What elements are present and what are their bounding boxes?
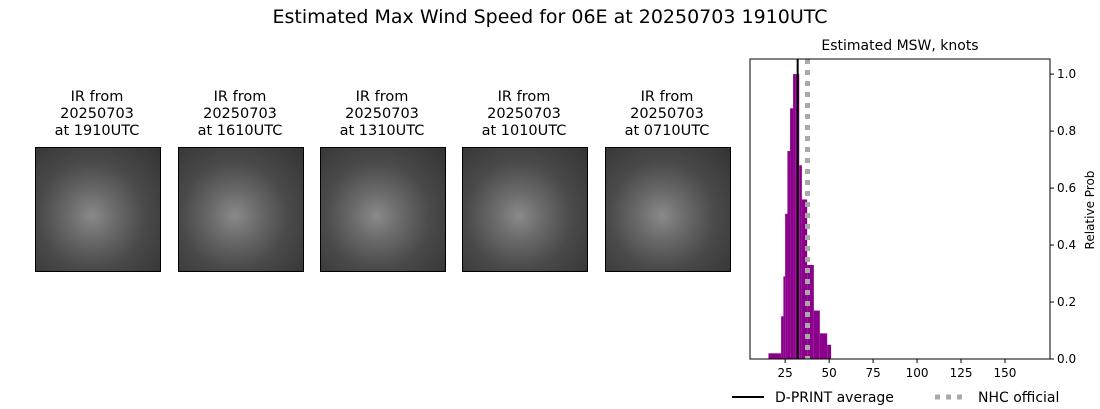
ir-satellite-image	[605, 147, 731, 272]
caption-line: at 1310UTC	[339, 123, 425, 139]
legend-dprint-label: D-PRINT average	[775, 390, 894, 406]
y-tick-label: 1.0	[1057, 67, 1076, 81]
x-tick-label: 125	[950, 366, 973, 380]
ir-panel-caption: IR from 20250703 at 1610UTC	[177, 89, 303, 140]
histogram-bar	[799, 165, 802, 359]
caption-line: at 1010UTC	[481, 123, 567, 139]
caption-line: 20250703	[203, 106, 277, 122]
legend-nhc-label: NHC official	[978, 390, 1059, 406]
histogram-bar	[790, 108, 794, 359]
plot-frame	[749, 58, 1051, 360]
caption-line: 20250703	[345, 106, 419, 122]
histogram-bar	[768, 353, 782, 359]
x-tick-label: 100	[906, 366, 929, 380]
ir-satellite-image	[178, 147, 304, 272]
ir-satellite-image	[35, 147, 161, 272]
figure-title: Estimated Max Wind Speed for 06E at 2025…	[272, 6, 828, 28]
caption-line: IR from	[355, 89, 409, 105]
histogram-bar	[819, 333, 828, 359]
y-tick-label: 0.2	[1057, 295, 1076, 309]
ir-panel-caption: IR from 20250703 at 1910UTC	[34, 89, 160, 140]
caption-line: at 1610UTC	[197, 123, 283, 139]
histogram-bar	[807, 264, 814, 359]
x-tick-label: 25	[778, 366, 793, 380]
ir-panel-caption: IR from 20250703 at 1010UTC	[461, 89, 587, 140]
histogram-bar	[813, 310, 820, 359]
histogram-bar	[783, 276, 786, 359]
caption-line: IR from	[70, 89, 124, 105]
histogram-bar	[801, 199, 808, 359]
caption-line: 20250703	[60, 106, 134, 122]
caption-line: IR from	[213, 89, 267, 105]
x-tick-label: 50	[821, 366, 836, 380]
histogram-bar	[785, 213, 788, 359]
y-tick-label: 0.0	[1057, 352, 1076, 366]
caption-line: IR from	[497, 89, 551, 105]
ir-satellite-image	[462, 147, 588, 272]
histogram-bar	[781, 316, 784, 359]
ir-satellite-image	[320, 147, 446, 272]
chart-title: Estimated MSW, knots	[821, 38, 978, 54]
x-tick-label: 75	[865, 366, 880, 380]
histogram-bar	[787, 151, 791, 359]
y-tick-label: 0.8	[1057, 124, 1076, 138]
histogram-bar	[793, 74, 796, 359]
ir-panel-caption: IR from 20250703 at 1310UTC	[319, 89, 445, 140]
y-tick-label: 0.4	[1057, 238, 1076, 252]
caption-line: at 1910UTC	[54, 123, 140, 139]
caption-line: 20250703	[487, 106, 561, 122]
y-tick-label: 0.6	[1057, 181, 1076, 195]
ir-panel-caption: IR from 20250703 at 0710UTC	[604, 89, 730, 140]
caption-line: IR from	[640, 89, 694, 105]
y-axis-label: Relative Prob	[1083, 171, 1097, 250]
caption-line: at 0710UTC	[624, 123, 710, 139]
x-tick-label: 150	[994, 366, 1017, 380]
histogram-bar	[827, 344, 832, 359]
caption-line: 20250703	[630, 106, 704, 122]
